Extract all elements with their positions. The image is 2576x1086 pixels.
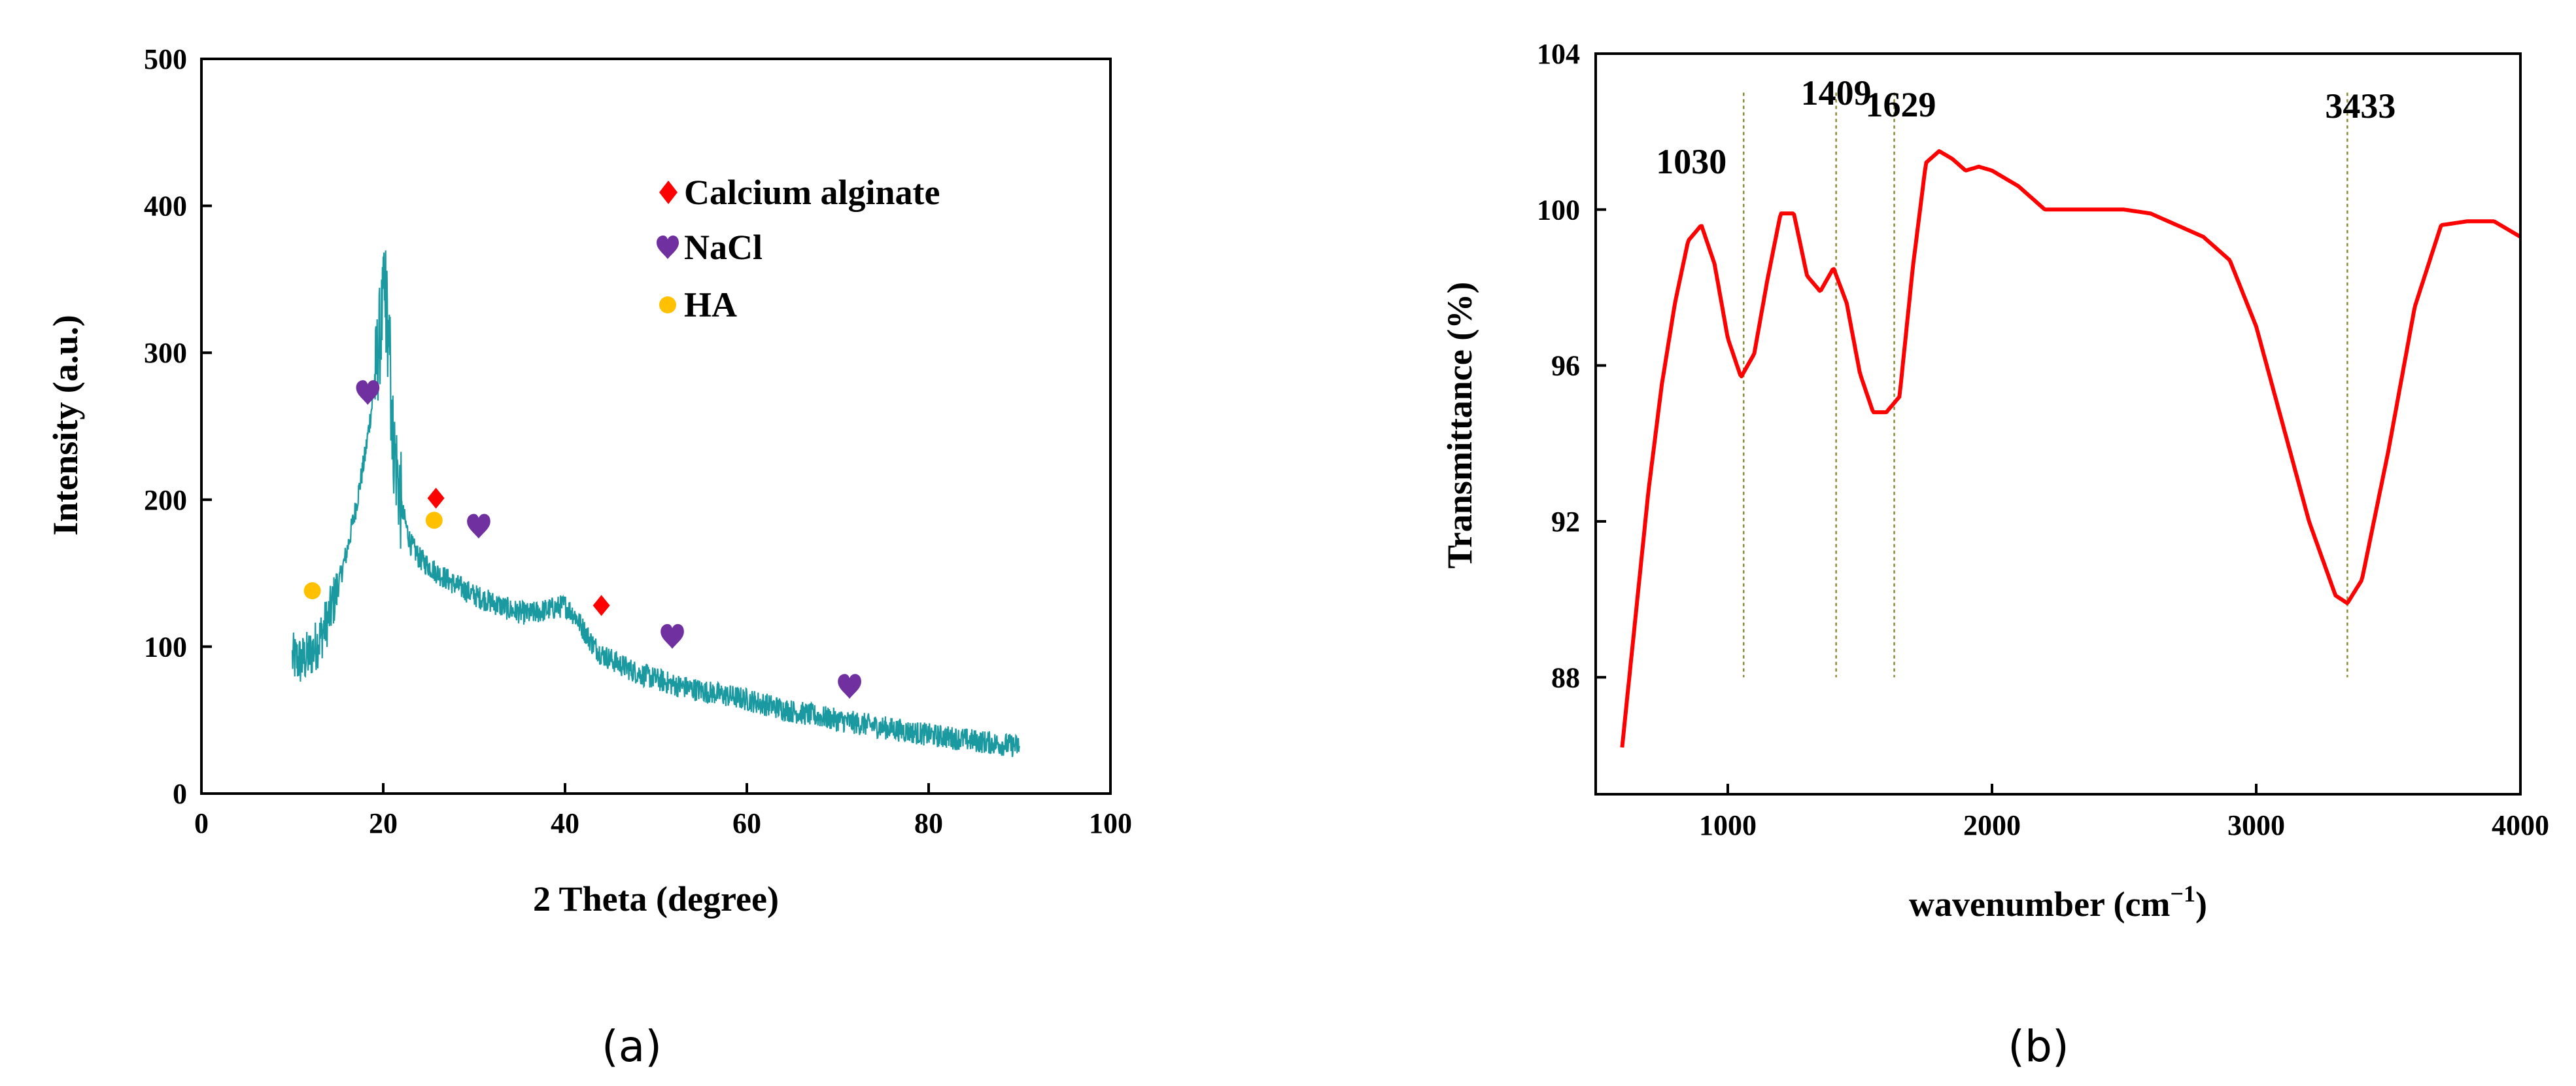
panel-label-b: (b)	[2008, 1021, 2069, 1072]
legend-label-nacl: NaCl	[684, 228, 763, 267]
ftir-x-axis-label-superscript: −1	[2170, 881, 2195, 907]
peak-label: 1409	[1801, 73, 1872, 113]
xrd-x-ticks: 0 20 40 60 80 100	[194, 783, 1132, 839]
legend-item-nacl: NaCl	[657, 228, 763, 267]
ha-marker	[303, 582, 321, 600]
panel-label-a: (a)	[602, 1021, 662, 1072]
y-tick-label: 104	[1537, 38, 1580, 70]
x-tick-label: 1000	[1699, 809, 1757, 841]
y-tick-label: 300	[144, 337, 187, 369]
ftir-x-axis-label: wavenumber (cm−1)	[1909, 881, 2207, 924]
xrd-x-axis-label: 2 Theta (degree)	[533, 879, 779, 919]
x-tick-label: 100	[1089, 807, 1132, 839]
ftir-trace-group	[1620, 149, 2522, 748]
xrd-trace-line	[291, 250, 1021, 758]
y-tick-label: 500	[144, 43, 187, 75]
ftir-trace-line	[1620, 149, 2522, 748]
calcium-alginate-marker	[592, 595, 610, 616]
ftir-x-axis-label-end: )	[2195, 885, 2207, 924]
peak-label: 1030	[1656, 142, 1726, 181]
panel-b-ftir-chart: 1000 2000 3000 4000 88 92 96 100 104 1030 140916…	[1440, 38, 2549, 1072]
x-tick-label: 60	[732, 807, 761, 839]
x-tick-label: 0	[194, 807, 209, 839]
xrd-trace-group	[291, 250, 1021, 758]
peak-label: 3433	[2325, 86, 2396, 126]
ha-marker	[425, 512, 443, 529]
panel-a-xrd-chart: 0 20 40 60 80 100 0 100 200 300 400 500 2 Theta (d…	[46, 43, 1132, 1072]
x-tick-label: 4000	[2492, 809, 2549, 841]
y-tick-label: 96	[1551, 350, 1580, 382]
ftir-x-axis-label-main: wavenumber (cm	[1909, 885, 2170, 924]
xrd-y-axis-label: Intensity (a.u.)	[46, 315, 85, 536]
nacl-marker	[838, 674, 861, 699]
diamond-marker-icon	[659, 181, 678, 204]
legend-label-calcium-alginate: Calcium alginate	[684, 173, 940, 212]
ftir-y-axis-label: Transmittance (%)	[1440, 282, 1479, 569]
xrd-plot-frame	[200, 58, 1112, 795]
ftir-x-ticks: 1000 2000 3000 4000	[1699, 784, 2549, 841]
xrd-phase-markers	[303, 380, 861, 699]
legend-label-ha: HA	[684, 285, 737, 324]
nacl-marker	[467, 514, 490, 539]
y-tick-label: 0	[173, 778, 187, 810]
peak-label: 1629	[1866, 85, 1936, 124]
xrd-y-ticks: 0 100 200 300 400 500	[144, 43, 212, 810]
legend-item-calcium-alginate: Calcium alginate	[659, 173, 940, 212]
y-tick-label: 100	[1537, 194, 1580, 226]
x-tick-label: 80	[914, 807, 943, 839]
x-tick-label: 20	[369, 807, 398, 839]
calcium-alginate-marker	[427, 487, 445, 509]
nacl-marker	[661, 623, 684, 649]
ftir-plot-frame	[1594, 52, 2522, 796]
circle-marker-icon	[659, 296, 676, 313]
y-tick-label: 200	[144, 484, 187, 516]
y-tick-label: 100	[144, 631, 187, 663]
legend-item-ha: HA	[659, 285, 737, 324]
ftir-y-ticks: 88 92 96 100 104	[1537, 38, 1606, 693]
xrd-legend: Calcium alginate NaCl HA	[657, 173, 940, 324]
y-tick-label: 88	[1551, 661, 1580, 693]
x-tick-label: 40	[551, 807, 579, 839]
x-tick-label: 2000	[1963, 809, 2021, 841]
heart-marker-icon	[657, 236, 679, 259]
y-tick-label: 400	[144, 190, 187, 222]
nacl-marker	[356, 380, 380, 405]
x-tick-label: 3000	[2227, 809, 2285, 841]
ftir-peak-lines	[1742, 92, 2348, 678]
y-tick-label: 92	[1551, 506, 1580, 538]
